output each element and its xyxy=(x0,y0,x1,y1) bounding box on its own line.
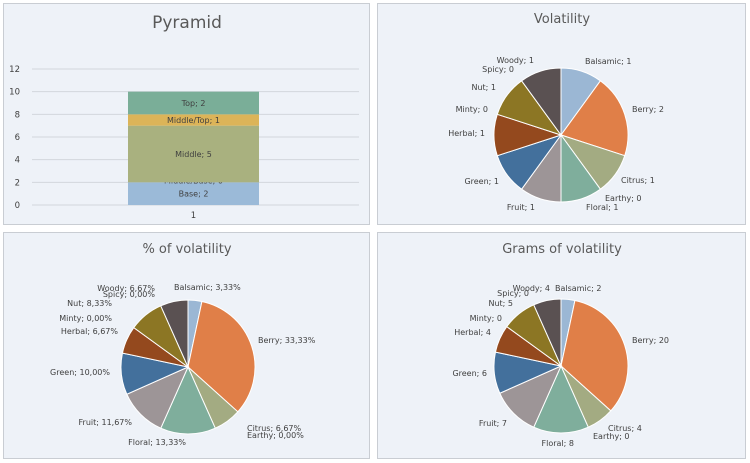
pie-label-fruit: Fruit; 11,67% xyxy=(79,418,133,427)
pie-label-berry: Berry; 20 xyxy=(632,336,669,345)
pie-label-herbal: Herbal; 4 xyxy=(454,328,491,337)
pie-label-earthy: Earthy; 0 xyxy=(605,194,642,203)
pie-label-nut: Nut; 8,33% xyxy=(67,299,112,308)
pie-label-spicy: Spicy; 0 xyxy=(497,289,529,298)
pie-label-earthy: Earthy; 0 xyxy=(593,432,630,441)
bar-label-middle: Middle; 5 xyxy=(175,150,212,159)
pie-label-green: Green; 1 xyxy=(464,177,499,186)
y-tick-label: 8 xyxy=(15,110,20,120)
pie-label-citrus: Citrus; 4 xyxy=(608,424,642,433)
pie-label-spicy: Spicy; 0 xyxy=(482,65,514,74)
pie-label-minty: Minty; 0,00% xyxy=(59,314,112,323)
y-tick-label: 2 xyxy=(15,178,20,188)
pie-label-fruit: Fruit; 7 xyxy=(479,419,507,428)
pie-slice-floral xyxy=(160,365,216,435)
pie-label-floral: Floral; 13,33% xyxy=(128,438,186,447)
pie-label-citrus: Citrus; 1 xyxy=(621,176,655,185)
pie-label-berry: Berry; 33,33% xyxy=(258,336,316,345)
y-tick-label: 12 xyxy=(9,65,20,75)
pie-slice-woody xyxy=(160,299,189,368)
pie-label-green: Green; 10,00% xyxy=(50,368,110,377)
pie-label-minty: Minty; 0 xyxy=(456,105,488,114)
pie-label-woody: Woody; 6,67% xyxy=(97,284,155,293)
bar-label-top: Top; 2 xyxy=(181,99,206,108)
y-tick-label: 4 xyxy=(15,156,20,166)
pie-label-citrus: Citrus; 6,67% xyxy=(247,424,302,433)
y-tick-label: 10 xyxy=(9,88,20,98)
pie-slice-woody xyxy=(533,298,562,367)
percent-volatility-chart-title: % of volatility xyxy=(142,242,231,257)
pie-slice-berry xyxy=(187,300,256,413)
pyramid-chart-title: Pyramid xyxy=(152,13,222,33)
pie-label-minty: Minty; 0 xyxy=(470,314,502,323)
pie-label-berry: Berry; 2 xyxy=(632,105,664,114)
bar-segment-top xyxy=(128,91,259,115)
pie-label-green: Green; 6 xyxy=(452,369,487,378)
pie-label-balsamic: Balsamic; 3,33% xyxy=(174,283,241,292)
bar-segment-base xyxy=(128,182,259,205)
percent-volatility-chart-panel: % of volatility Balsamic; 3,33% Berry; 33… xyxy=(3,232,370,459)
pie-label-balsamic: Balsamic; 1 xyxy=(585,57,631,66)
pie-label-earthy: Earthy; 0,00% xyxy=(247,431,304,440)
grams-volatility-chart-title: Grams of volatility xyxy=(502,242,622,257)
pie-label-woody: Woody; 1 xyxy=(497,56,534,65)
pie-label-floral: Floral; 1 xyxy=(586,203,618,212)
pie-label-herbal: Herbal; 1 xyxy=(448,129,485,138)
pie-label-floral: Floral; 8 xyxy=(542,439,574,448)
y-tick-label: 0 xyxy=(15,201,20,211)
y-tick-label: 6 xyxy=(15,133,20,143)
bar-segment-middle xyxy=(128,125,259,183)
pie-label-spicy: Spicy; 0,00% xyxy=(103,290,156,299)
pie-label-balsamic: Balsamic; 2 xyxy=(555,284,601,293)
pie-slice-berry xyxy=(560,80,629,157)
x-category-label: 1 xyxy=(191,211,196,221)
bar-label-base: Base; 2 xyxy=(179,190,209,199)
pie-label-nut: Nut; 1 xyxy=(471,83,496,92)
pie-label-nut: Nut; 5 xyxy=(488,299,513,308)
grams-volatility-pie-chart: Grams of volatility Balsamic; 2 Berry; 20… xyxy=(452,242,669,448)
pie-label-woody: Woody; 4 xyxy=(513,284,550,293)
bar-segment-middle-top xyxy=(128,114,259,126)
pie-slice-woody xyxy=(520,67,562,137)
volatility-chart-title: Volatility xyxy=(534,12,590,27)
percent-volatility-pie-chart: % of volatility Balsamic; 3,33% Berry; 33… xyxy=(50,242,316,447)
pie-label-herbal: Herbal; 6,67% xyxy=(61,327,118,336)
pie-label-fruit: Fruit; 1 xyxy=(507,203,535,212)
volatility-pie-chart: Volatility Balsamic; 1 Berry; 2 Citrus; 1 E… xyxy=(448,12,664,212)
grams-volatility-chart-panel: Grams of volatility Balsamic; 2 Berry; 20… xyxy=(377,232,746,459)
bar-label-middle-top: Middle/Top; 1 xyxy=(167,116,220,125)
volatility-chart-panel: Volatility Balsamic; 1 Berry; 2 Citrus; 1 E… xyxy=(377,3,746,225)
pie-slice-floral xyxy=(533,364,589,434)
pie-slice-berry xyxy=(560,299,629,412)
